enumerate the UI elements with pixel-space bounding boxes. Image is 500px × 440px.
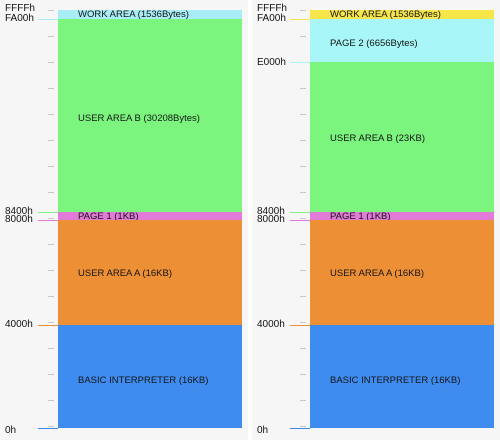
- tick-mark: [300, 348, 306, 349]
- marker-4000: [38, 325, 58, 326]
- page1-label: PAGE 1 (1KB): [330, 211, 391, 222]
- work-area-block: WORK AREA (1536Bytes): [58, 9, 242, 20]
- address-8400: 8400h: [5, 206, 33, 217]
- address-4000: 4000h: [257, 319, 285, 330]
- page1-block: PAGE 1 (1KB): [58, 211, 242, 222]
- page2-label: PAGE 2 (6656Bytes): [330, 38, 418, 49]
- marker-fa00: [290, 19, 310, 20]
- address-8000: 8000h: [257, 214, 285, 225]
- memory-map-left: WORK AREA (1536Bytes) USER AREA B (30208…: [0, 0, 248, 440]
- user-area-b-block: USER AREA B (30208Bytes): [58, 19, 242, 212]
- tick-mark: [48, 62, 54, 63]
- tick-mark: [48, 88, 54, 89]
- tick-mark: [300, 400, 306, 401]
- marker-4000: [290, 325, 310, 326]
- tick-mark: [300, 10, 306, 11]
- work-area-block: WORK AREA (1536Bytes): [310, 9, 494, 20]
- basic-interpreter-label: BASIC INTERPRETER (16KB): [78, 375, 209, 386]
- address-4000: 4000h: [5, 319, 33, 330]
- tick-mark: [300, 322, 306, 323]
- address-ffff: FFFFh: [257, 3, 287, 14]
- tick-mark: [300, 296, 306, 297]
- tick-mark: [48, 140, 54, 141]
- tick-mark: [48, 296, 54, 297]
- work-area-label: WORK AREA (1536Bytes): [78, 9, 189, 20]
- tick-mark: [300, 140, 306, 141]
- user-area-b-block: USER AREA B (23KB): [310, 62, 494, 212]
- tick-mark: [300, 88, 306, 89]
- marker-8400: [290, 212, 310, 213]
- tick-mark: [48, 36, 54, 37]
- user-area-b-label: USER AREA B (30208Bytes): [78, 113, 200, 124]
- user-area-a-block: USER AREA A (16KB): [310, 220, 494, 325]
- tick-mark: [48, 114, 54, 115]
- tick-mark: [300, 244, 306, 245]
- marker-8000: [290, 220, 310, 221]
- tick-mark: [300, 192, 306, 193]
- tick-mark: [48, 270, 54, 271]
- basic-interpreter-block: BASIC INTERPRETER (16KB): [58, 325, 242, 428]
- tick-mark: [48, 244, 54, 245]
- page2-block: PAGE 2 (6656Bytes): [310, 19, 494, 62]
- address-zero: 0h: [5, 425, 17, 436]
- page1-block: PAGE 1 (1KB): [310, 211, 494, 222]
- user-area-b-label: USER AREA B (23KB): [330, 133, 426, 144]
- address-fa00: FA00h: [5, 13, 34, 24]
- tick-mark: [48, 10, 54, 11]
- tick-mark: [48, 192, 54, 193]
- memory-map-right: WORK AREA (1536Bytes) PAGE 2 (6656Bytes)…: [252, 0, 500, 440]
- user-area-a-label: USER AREA A (16KB): [330, 268, 424, 279]
- work-area-label: WORK AREA (1536Bytes): [330, 9, 441, 20]
- tick-mark: [300, 270, 306, 271]
- address-8400: 8400h: [257, 206, 285, 217]
- tick-mark: [48, 374, 54, 375]
- address-e000: E000h: [257, 57, 286, 68]
- tick-mark: [300, 114, 306, 115]
- marker-8000: [38, 220, 58, 221]
- tick-mark: [300, 166, 306, 167]
- tick-mark: [300, 218, 306, 219]
- tick-mark: [48, 218, 54, 219]
- address-fa00: FA00h: [257, 13, 286, 24]
- user-area-a-block: USER AREA A (16KB): [58, 220, 242, 325]
- basic-interpreter-block: BASIC INTERPRETER (16KB): [310, 325, 494, 428]
- page1-label: PAGE 1 (1KB): [78, 211, 139, 222]
- marker-e000: [290, 62, 310, 63]
- tick-mark: [48, 322, 54, 323]
- basic-interpreter-label: BASIC INTERPRETER (16KB): [330, 375, 461, 386]
- tick-mark: [48, 348, 54, 349]
- address-8000: 8000h: [5, 214, 33, 225]
- address-ffff: FFFFh: [5, 3, 35, 14]
- marker-fa00: [38, 19, 58, 20]
- marker-8400: [38, 212, 58, 213]
- tick-mark: [48, 426, 54, 427]
- marker-zero: [290, 428, 310, 429]
- user-area-a-label: USER AREA A (16KB): [78, 268, 172, 279]
- address-zero: 0h: [257, 425, 269, 436]
- marker-zero: [38, 428, 58, 429]
- tick-mark: [300, 374, 306, 375]
- tick-mark: [48, 166, 54, 167]
- tick-mark: [300, 426, 306, 427]
- tick-mark: [300, 36, 306, 37]
- tick-mark: [48, 400, 54, 401]
